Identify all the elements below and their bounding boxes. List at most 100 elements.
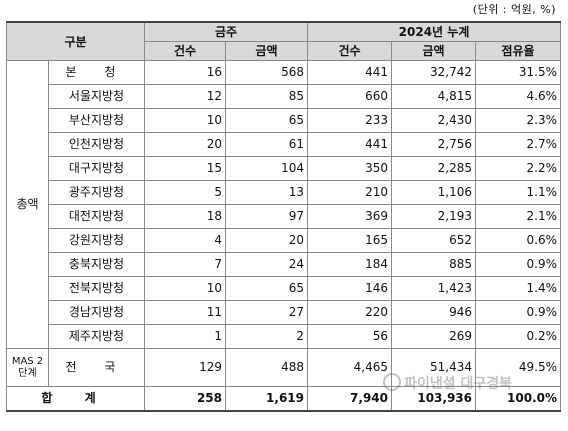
total-cumulative-count: 7,940: [307, 386, 392, 412]
table-row: 서울지방청 12 85 660 4,815 4.6%: [7, 84, 562, 109]
weekly-amount: 61: [225, 132, 308, 157]
group-label: 총액: [6, 60, 49, 349]
share: 2.3%: [474, 108, 562, 133]
total-cumulative-amount: 103,936: [391, 386, 476, 412]
cumulative-count: 369: [307, 204, 392, 229]
cumulative-amount: 51,434: [391, 348, 476, 387]
cumulative-amount: 1,423: [391, 276, 476, 301]
weekly-amount: 488: [225, 348, 308, 387]
header-category: 구분: [6, 21, 145, 61]
cumulative-amount: 32,742: [391, 60, 476, 85]
weekly-count: 18: [144, 204, 226, 229]
cumulative-amount: 946: [391, 300, 476, 325]
cumulative-count: 56: [307, 324, 392, 349]
weekly-amount: 24: [225, 252, 308, 277]
cumulative-count: 660: [307, 84, 392, 109]
row-name: 대전지방청: [48, 204, 145, 229]
procurement-table: 구분 금주 2024년 누계 건수 금액 건수 금액 점유율 총액 본 청 16…: [6, 21, 562, 412]
header-weekly-amount: 금액: [225, 41, 308, 61]
unit-note: (단위 : 억원, %): [472, 3, 556, 16]
weekly-count: 1: [144, 324, 226, 349]
weekly-amount: 27: [225, 300, 308, 325]
row-name: 대구지방청: [48, 156, 145, 181]
row-name: 전북지방청: [48, 276, 145, 301]
share: 1.4%: [474, 276, 562, 301]
cumulative-count: 441: [307, 132, 392, 157]
cumulative-count: 165: [307, 228, 392, 253]
share: 49.5%: [474, 348, 562, 387]
header-weekly-count: 건수: [144, 41, 226, 61]
table-row: 총액 본 청 16 568 441 32,742 31.5%: [6, 60, 562, 349]
cumulative-count: 184: [307, 252, 392, 277]
total-weekly-count: 258: [144, 386, 226, 412]
row-name: 강원지방청: [48, 228, 145, 253]
row-name: 전 국: [48, 348, 145, 387]
weekly-count: 16: [144, 60, 226, 85]
table-row: 부산지방청 10 65 233 2,430 2.3%: [7, 108, 562, 133]
share: 2.1%: [474, 204, 562, 229]
table-row: 제주지방청 1 2 56 269 0.2%: [7, 324, 562, 349]
cumulative-count: 210: [307, 180, 392, 205]
weekly-count: 12: [144, 84, 226, 109]
mas-group-label: MAS 2단계: [6, 348, 49, 387]
weekly-amount: 104: [225, 156, 308, 181]
cumulative-amount: 885: [391, 252, 476, 277]
share: 0.6%: [474, 228, 562, 253]
row-name: 부산지방청: [48, 108, 145, 133]
table-row: 충북지방청 7 24 184 885 0.9%: [7, 252, 562, 277]
row-name: 경남지방청: [48, 300, 145, 325]
table-row: 대구지방청 15 104 350 2,285 2.2%: [7, 156, 562, 181]
total-weekly-amount: 1,619: [225, 386, 308, 412]
cumulative-count: 146: [307, 276, 392, 301]
weekly-count: 7: [144, 252, 226, 277]
weekly-amount: 2: [225, 324, 308, 349]
header-cumulative-count: 건수: [307, 41, 392, 61]
cumulative-amount: 2,285: [391, 156, 476, 181]
weekly-amount: 85: [225, 84, 308, 109]
table-row: 전북지방청 10 65 146 1,423 1.4%: [7, 276, 562, 301]
weekly-count: 4: [144, 228, 226, 253]
total-share: 100.0%: [474, 386, 562, 412]
weekly-count: 10: [144, 108, 226, 133]
table-row: 경남지방청 11 27 220 946 0.9%: [7, 300, 562, 325]
weekly-amount: 13: [225, 180, 308, 205]
row-name: 서울지방청: [48, 84, 145, 109]
cumulative-amount: 2,756: [391, 132, 476, 157]
weekly-count: 20: [144, 132, 226, 157]
weekly-amount: 568: [225, 60, 308, 85]
weekly-count: 5: [144, 180, 226, 205]
row-name: 인천지방청: [48, 132, 145, 157]
row-name: 광주지방청: [48, 180, 145, 205]
cumulative-amount: 1,106: [391, 180, 476, 205]
weekly-amount: 97: [225, 204, 308, 229]
total-label: 합 계: [6, 386, 145, 412]
row-name: 본 청: [48, 60, 145, 85]
cumulative-amount: 652: [391, 228, 476, 253]
row-name: 제주지방청: [48, 324, 145, 349]
weekly-amount: 20: [225, 228, 308, 253]
weekly-amount: 65: [225, 108, 308, 133]
share: 2.2%: [474, 156, 562, 181]
table-row: 인천지방청 20 61 441 2,756 2.7%: [7, 132, 562, 157]
header-share: 점유율: [474, 41, 562, 61]
share: 0.2%: [474, 324, 562, 349]
share: 0.9%: [474, 300, 562, 325]
weekly-count: 129: [144, 348, 226, 387]
share: 2.7%: [474, 132, 562, 157]
cumulative-amount: 2,430: [391, 108, 476, 133]
header-weekly: 금주: [144, 21, 308, 42]
cumulative-count: 4,465: [307, 348, 392, 387]
weekly-count: 10: [144, 276, 226, 301]
table-row: 강원지방청 4 20 165 652 0.6%: [7, 228, 562, 253]
total-row: 합 계 258 1,619 7,940 103,936 100.0%: [6, 386, 562, 412]
share: 31.5%: [474, 60, 562, 85]
weekly-amount: 65: [225, 276, 308, 301]
share: 0.9%: [474, 252, 562, 277]
cumulative-count: 220: [307, 300, 392, 325]
weekly-count: 15: [144, 156, 226, 181]
cumulative-count: 350: [307, 156, 392, 181]
table-row: 대전지방청 18 97 369 2,193 2.1%: [7, 204, 562, 229]
header-cumulative-amount: 금액: [391, 41, 476, 61]
table-row-mas: MAS 2단계 전 국 129 488 4,465 51,434 49.5%: [6, 348, 562, 387]
row-name: 충북지방청: [48, 252, 145, 277]
